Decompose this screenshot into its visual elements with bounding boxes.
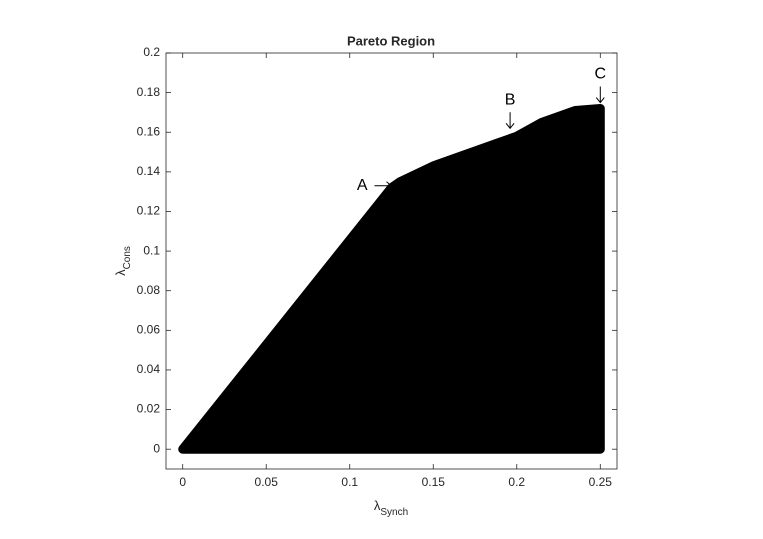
x-tick-label: 0.1 [341,475,358,489]
y-tick-label: 0.04 [137,362,161,376]
y-tick-label: 0.18 [137,85,161,99]
axes-box [165,52,618,470]
x-tick-label: 0.05 [255,475,279,489]
y-tick-label: 0.12 [137,204,161,218]
y-tick-label: 0.14 [137,164,161,178]
annotation-arrow [374,181,393,191]
y-axis-subscript: Cons [122,246,133,269]
chart-title: Pareto Region [347,33,435,48]
x-tick-label: 0.25 [589,475,613,489]
annotation-label: C [595,66,607,83]
y-tick-label: 0.06 [137,323,161,337]
y-axis-symbol: λ [113,269,128,276]
annotation-arrow [505,112,515,130]
y-tick-label: 0 [153,441,160,455]
y-tick-label: 0.16 [137,124,161,138]
x-tick-label: 0.15 [422,475,446,489]
x-tick-label: 0.2 [508,475,525,489]
x-axis-symbol: λ [374,498,381,513]
y-tick-label: 0.08 [137,283,161,297]
annotation-label: B [505,91,516,108]
y-tick-label: 0.1 [143,243,160,257]
y-tick-label: 0.2 [143,45,160,59]
y-tick-label: 0.02 [137,402,161,416]
x-tick-label: 0 [179,475,186,489]
annotation-label: A [357,177,368,194]
pareto-area [178,103,605,454]
x-axis-label: λSynch [374,498,408,517]
annotation-arrow [595,86,605,104]
y-axis-label: λCons [113,246,132,276]
x-axis-subscript: Synch [380,507,408,518]
